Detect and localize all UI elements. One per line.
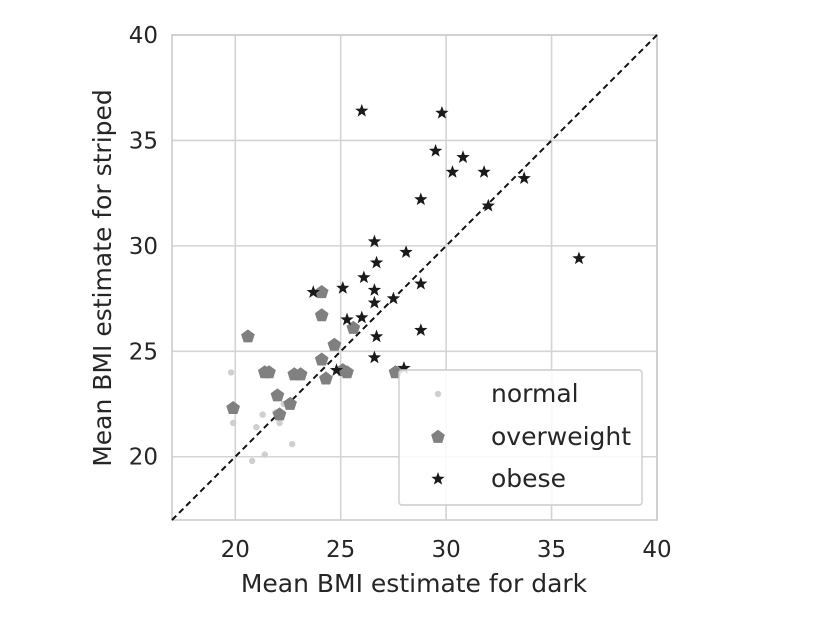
point-obese	[399, 245, 413, 258]
legend-label-obese: obese	[491, 464, 566, 493]
point-obese	[306, 285, 320, 298]
x-axis-label: Mean BMI estimate for dark	[241, 569, 588, 598]
legend-markers	[431, 390, 445, 485]
y-axis-label: Mean BMI estimate for striped	[88, 89, 117, 467]
point-overweight	[314, 285, 329, 299]
point-overweight	[272, 407, 287, 421]
point-obese	[367, 283, 382, 296]
point-overweight	[283, 396, 297, 410]
point-obese	[428, 143, 443, 157]
point-normal	[253, 424, 260, 431]
point-overweight	[340, 365, 354, 379]
legend-label-overweight: overweight	[491, 422, 631, 451]
y-tick-label: 30	[129, 234, 158, 260]
x-tick-label: 20	[221, 537, 250, 563]
point-obese	[397, 361, 411, 374]
point-normal	[288, 440, 296, 448]
x-tick-label: 30	[431, 537, 460, 563]
point-overweight	[314, 308, 329, 322]
y-tick-label: 40	[129, 23, 158, 49]
legend: normal overweight obese	[398, 369, 643, 506]
point-normal	[261, 451, 268, 458]
point-obese	[517, 171, 531, 185]
x-tick-label: 25	[326, 537, 355, 563]
data-points	[226, 103, 586, 465]
point-overweight	[319, 371, 333, 385]
y-tick-label: 25	[129, 339, 158, 365]
legend-box	[398, 369, 643, 506]
point-obese	[355, 310, 369, 324]
x-tick-labels: 20 25 30 35 40	[221, 537, 672, 563]
point-overweight	[270, 388, 285, 402]
point-obese	[336, 281, 350, 294]
legend-marker-normal	[434, 390, 442, 398]
point-obese	[369, 255, 384, 269]
point-obese	[414, 323, 428, 336]
point-normal	[227, 369, 235, 376]
point-normal	[259, 411, 266, 418]
point-obese	[445, 165, 460, 178]
plot-frame	[171, 34, 658, 521]
point-normal	[276, 419, 283, 427]
y-tick-label: 35	[129, 128, 158, 154]
y-tick-labels: 20 25 30 35 40	[129, 23, 158, 471]
point-obese	[386, 291, 401, 305]
point-obese	[477, 165, 491, 178]
point-overweight	[241, 329, 255, 343]
point-normal	[248, 457, 256, 465]
legend-label-normal: normal	[491, 379, 579, 408]
y-tick-label: 20	[129, 445, 158, 471]
point-obese	[414, 276, 428, 290]
x-tick-label: 40	[642, 537, 671, 563]
point-overweight	[314, 352, 329, 366]
point-obese	[572, 251, 586, 265]
point-overweight	[327, 337, 342, 351]
point-overweight	[262, 365, 276, 379]
point-obese	[329, 363, 344, 376]
x-tick-label: 35	[537, 537, 566, 563]
point-obese	[367, 234, 382, 248]
legend-marker-overweight	[431, 429, 445, 443]
point-obese	[340, 312, 354, 326]
legend-marker-obese	[431, 472, 445, 485]
point-overweight	[226, 401, 240, 415]
point-obese	[355, 103, 369, 117]
point-obese	[369, 329, 384, 343]
point-obese	[456, 150, 470, 163]
point-obese	[367, 295, 382, 309]
identity-reference-line	[171, 34, 658, 521]
point-obese	[414, 192, 428, 206]
point-obese	[435, 106, 449, 119]
point-normal	[229, 419, 237, 427]
point-obese	[357, 270, 371, 284]
point-overweight	[293, 367, 308, 381]
point-obese	[481, 198, 495, 212]
point-obese	[367, 350, 382, 364]
